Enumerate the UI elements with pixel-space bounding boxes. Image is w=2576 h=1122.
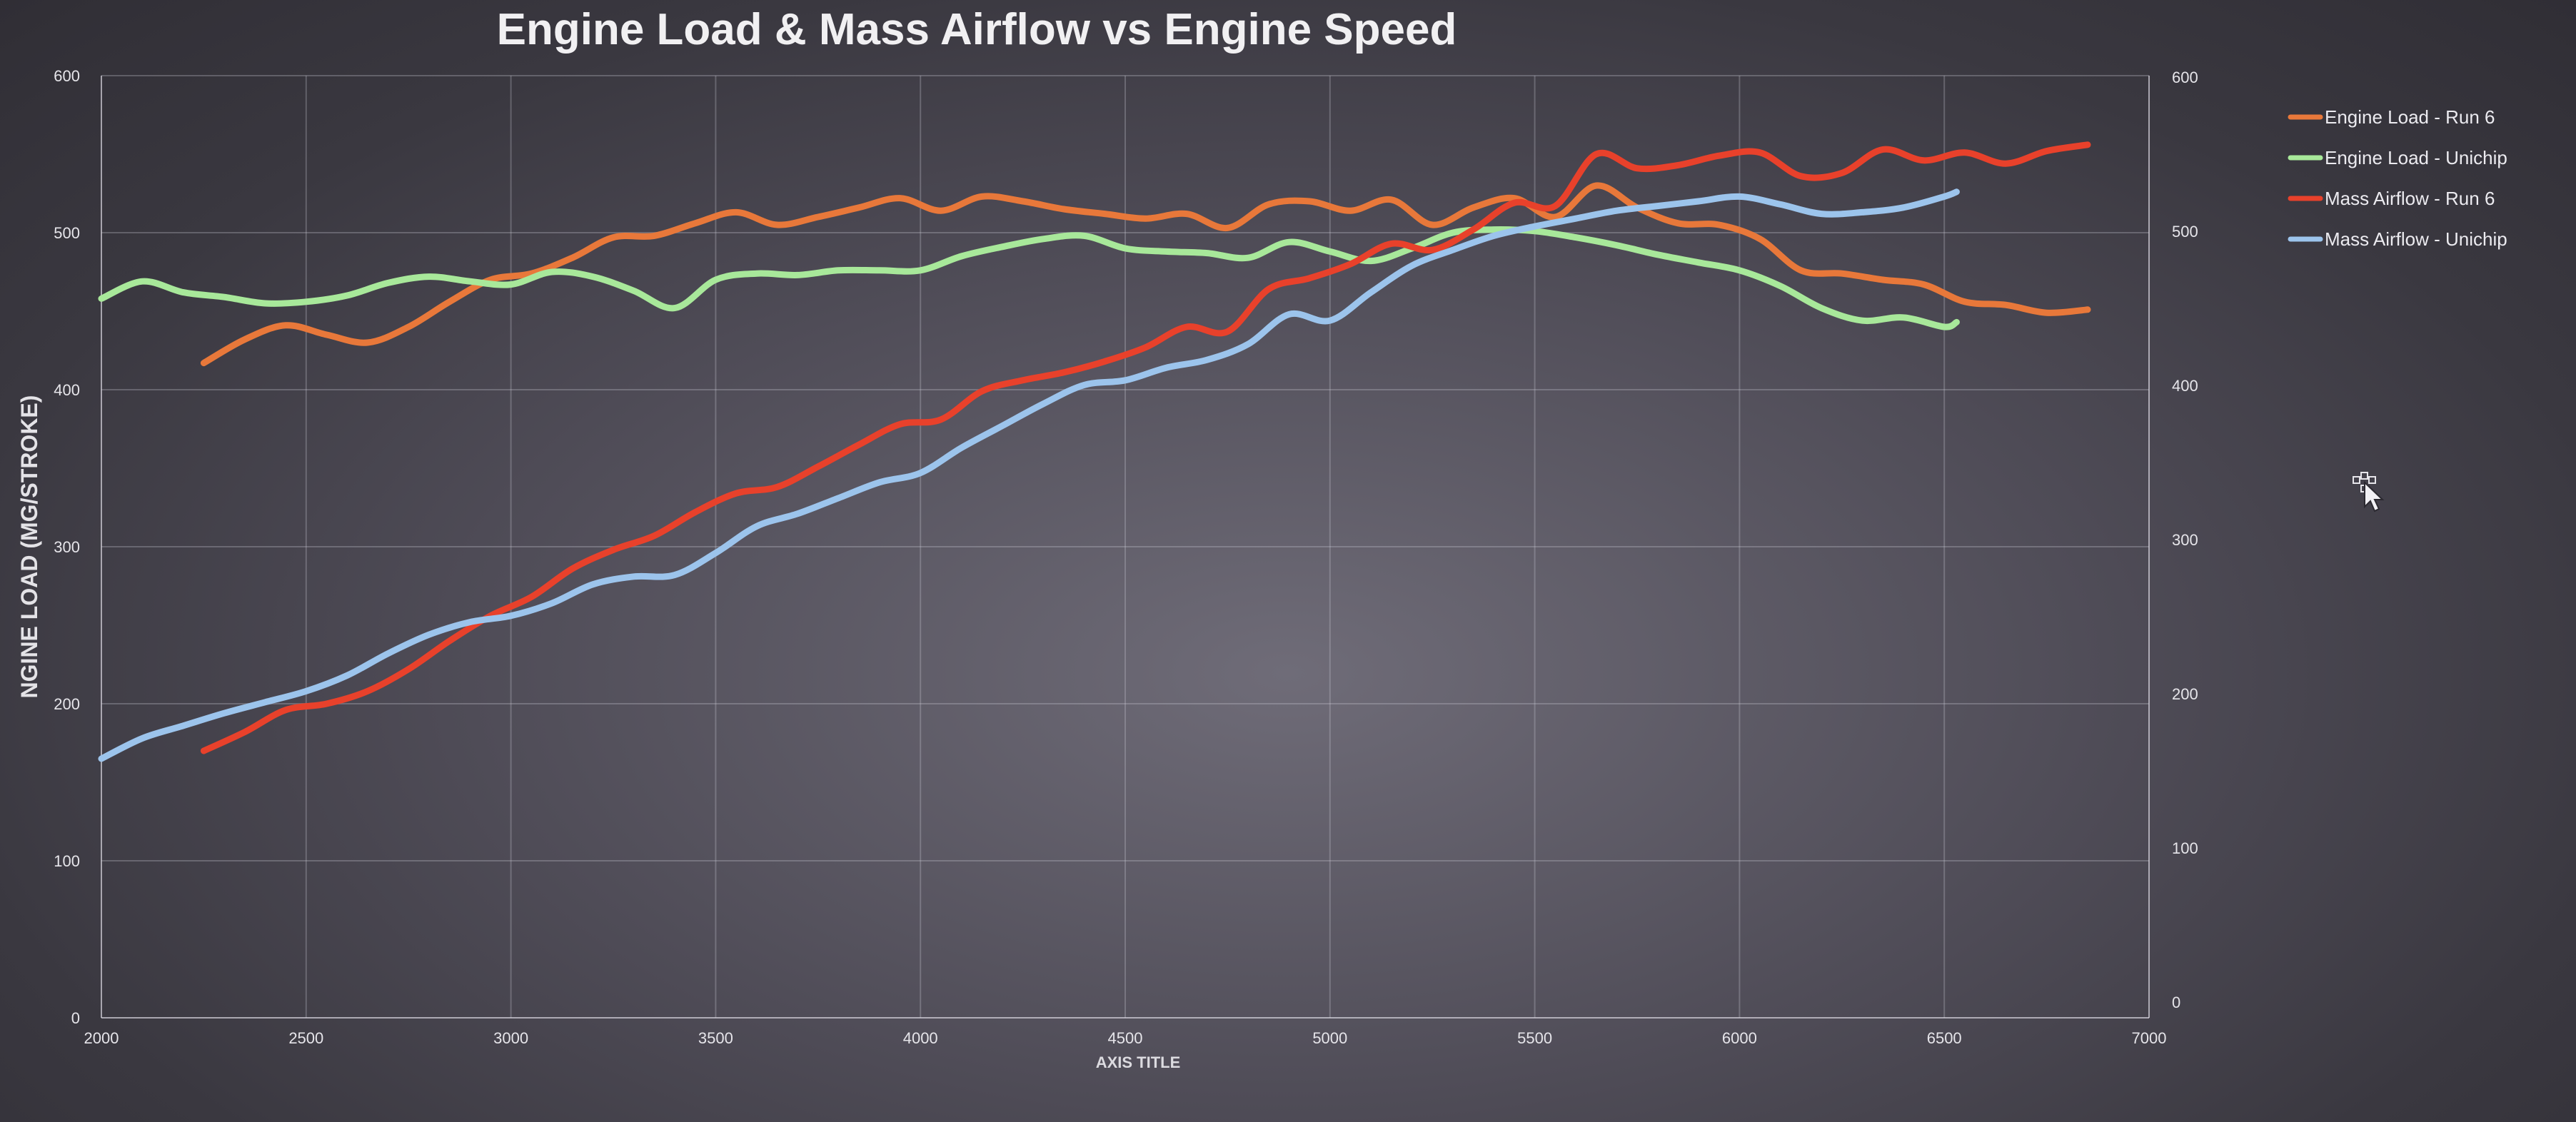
x-tick-label: 4000 bbox=[903, 1029, 938, 1047]
y-tick-label: 0 bbox=[71, 1009, 80, 1027]
x-tick-label: 7000 bbox=[2132, 1029, 2167, 1047]
x-tick-label: 6000 bbox=[1722, 1029, 1757, 1047]
y2-tick-label: 200 bbox=[2172, 685, 2198, 703]
y2-tick-label: 300 bbox=[2172, 531, 2198, 549]
x-tick-label: 5500 bbox=[1517, 1029, 1552, 1047]
axes bbox=[101, 76, 2150, 1019]
series-line-engine-load-unichip bbox=[98, 226, 1960, 330]
x-tick-label: 3500 bbox=[698, 1029, 733, 1047]
y-tick-label: 100 bbox=[54, 852, 80, 870]
y-tick-label: 400 bbox=[54, 381, 80, 399]
y2-tick-label: 500 bbox=[2172, 223, 2198, 241]
y2-tick-label: 400 bbox=[2172, 377, 2198, 395]
series-line-engine-load-run-6 bbox=[200, 182, 2091, 367]
legend-label-engine-load-run-6: Engine Load - Run 6 bbox=[2325, 106, 2495, 128]
y2-tick-label: 600 bbox=[2172, 69, 2198, 86]
x-tick-label: 5000 bbox=[1312, 1029, 1347, 1047]
series-line-mass-airflow-unichip bbox=[98, 188, 1960, 762]
y-tick-label: 600 bbox=[54, 67, 80, 85]
x-tick-label: 4500 bbox=[1108, 1029, 1143, 1047]
legend: Engine Load - Run 6 Engine Load - Unichip… bbox=[2288, 106, 2507, 250]
legend-label-mass-airflow-run-6: Mass Airflow - Run 6 bbox=[2325, 188, 2495, 209]
x-tick-label: 3000 bbox=[493, 1029, 528, 1047]
y-tick-label: 200 bbox=[54, 695, 80, 713]
x-tick-label: 2000 bbox=[84, 1029, 119, 1047]
y-tick-label: 300 bbox=[54, 538, 80, 556]
y2-tick-label: 100 bbox=[2172, 839, 2198, 857]
x-tick-label: 6500 bbox=[1927, 1029, 1962, 1047]
y-tick-label: 500 bbox=[54, 224, 80, 242]
legend-label-mass-airflow-unichip: Mass Airflow - Unichip bbox=[2325, 228, 2507, 250]
y-axis-title: NGINE LOAD (MG/STROKE) bbox=[16, 395, 42, 699]
y2-tick-label: 0 bbox=[2172, 994, 2180, 1011]
x-tick-label: 2500 bbox=[288, 1029, 323, 1047]
series-line-mass-airflow-run-6 bbox=[200, 141, 2091, 754]
mouse-cursor-icon bbox=[2353, 472, 2385, 512]
legend-label-engine-load-unichip: Engine Load - Unichip bbox=[2325, 147, 2507, 168]
series-lines bbox=[98, 141, 2091, 762]
x-axis-title: AXIS TITLE bbox=[1096, 1053, 1181, 1071]
chart-title: Engine Load & Mass Airflow vs Engine Spe… bbox=[497, 5, 1457, 54]
